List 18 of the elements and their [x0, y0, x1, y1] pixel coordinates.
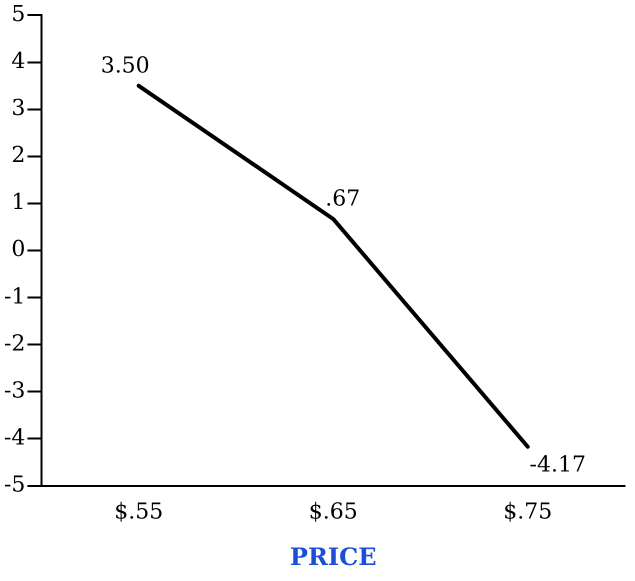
x-tick-label: $.75 [503, 500, 552, 525]
x-tick-label: $.65 [308, 500, 358, 525]
x-axis-title: PRICE [290, 542, 377, 571]
y-tick-label: 0 [11, 237, 26, 262]
data-label: -4.17 [530, 452, 586, 478]
y-tick-label: 3 [11, 96, 26, 122]
y-tick-label: 1 [11, 190, 26, 216]
y-tick-label: 2 [11, 143, 26, 168]
x-tick-label: $.55 [114, 500, 164, 525]
y-tick-label: -5 [4, 472, 26, 498]
y-tick-label: -2 [4, 331, 26, 356]
y-tick-label: -4 [4, 425, 26, 450]
y-tick-label: -1 [4, 284, 26, 310]
data-label: .67 [325, 186, 360, 212]
y-tick-label: 5 [11, 2, 26, 27]
data-label: 3.50 [100, 54, 150, 79]
y-tick-label: -3 [4, 378, 26, 404]
y-tick-label: 4 [11, 48, 26, 74]
